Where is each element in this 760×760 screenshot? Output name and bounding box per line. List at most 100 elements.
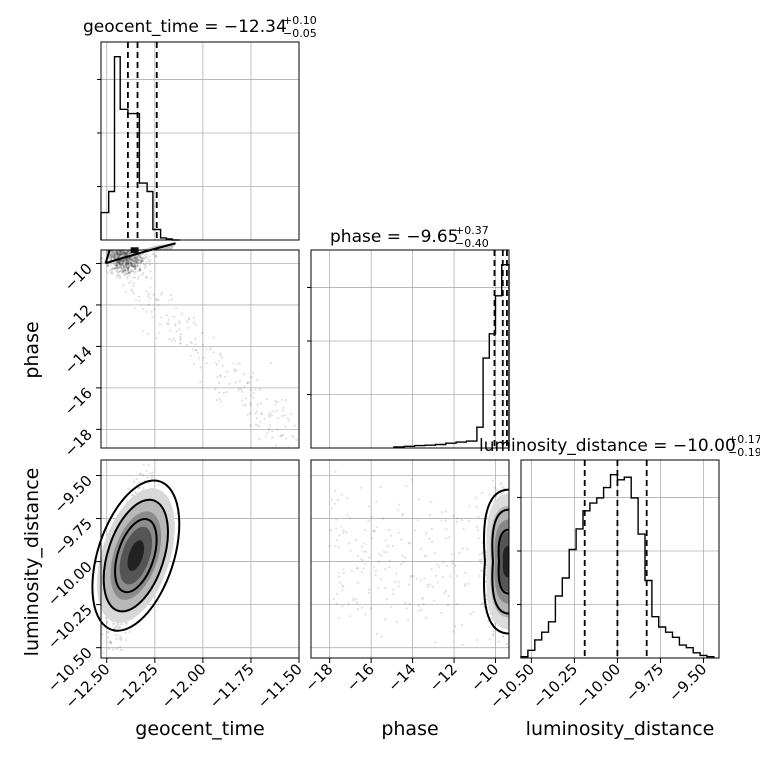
scatter-point — [113, 253, 116, 256]
title-luminosity-distance-minus: −0.19 — [728, 446, 760, 459]
scatter-point — [128, 259, 131, 262]
scatter-point — [456, 520, 459, 523]
scatter-point — [432, 599, 435, 603]
scatter-point — [282, 433, 285, 436]
scatter-point — [431, 585, 434, 589]
scatter-point — [119, 252, 122, 255]
scatter-point — [461, 623, 464, 627]
scatter-point — [335, 518, 338, 521]
scatter-point — [356, 566, 359, 570]
scatter-point — [131, 264, 134, 267]
scatter-point — [385, 598, 388, 601]
scatter-point — [356, 608, 359, 611]
title-geocent-time-minus: −0.05 — [283, 27, 317, 40]
scatter-point — [135, 491, 138, 494]
scatter-point — [125, 639, 128, 642]
scatter-point — [331, 498, 334, 502]
scatter-point — [151, 316, 154, 319]
scatter-point — [481, 541, 484, 544]
scatter-point — [130, 265, 133, 268]
scatter-point — [115, 264, 118, 267]
scatter-point — [128, 631, 131, 634]
scatter-point — [137, 254, 140, 257]
scatter-point — [380, 635, 383, 638]
scatter-point — [111, 272, 114, 275]
scatter-point — [449, 575, 452, 578]
scatter-point — [384, 618, 387, 621]
scatter-point — [364, 562, 367, 565]
scatter-point — [140, 260, 143, 263]
scatter-point — [456, 517, 459, 520]
scatter-point — [121, 263, 124, 266]
scatter-point — [495, 495, 498, 498]
scatter-point — [481, 601, 484, 605]
scatter-point — [124, 269, 127, 272]
scatter-point — [116, 273, 119, 276]
scatter-point — [120, 268, 123, 271]
scatter-point — [130, 263, 134, 266]
scatter-point — [158, 332, 161, 335]
scatter-point — [250, 394, 253, 397]
scatter-point — [454, 625, 457, 628]
scatter-point — [430, 527, 433, 531]
scatter-point — [134, 491, 137, 494]
scatter-point — [130, 257, 133, 260]
scatter-point — [132, 276, 135, 279]
scatter-point — [120, 265, 123, 268]
scatter-point — [476, 638, 479, 641]
title-phase: phase = −9.65 +0.37 −0.40 — [330, 224, 489, 250]
scatter-point — [123, 251, 126, 254]
scatter-point — [466, 547, 469, 550]
scatter-point — [121, 271, 124, 274]
scatter-point — [111, 622, 115, 626]
scatter-point — [279, 434, 282, 437]
scatter-point — [201, 331, 204, 334]
scatter-point — [123, 253, 126, 256]
scatter-point — [101, 257, 104, 260]
scatter-point — [397, 531, 400, 534]
scatter-point — [109, 640, 112, 643]
scatter-point — [402, 561, 405, 564]
scatter-point — [126, 259, 129, 262]
scatter-point — [393, 580, 396, 583]
scatter-point — [120, 259, 123, 262]
scatter-point — [113, 267, 116, 270]
scatter-point — [478, 574, 481, 578]
scatter-point — [454, 564, 457, 567]
scatter-point — [137, 275, 140, 278]
scatter-point — [441, 576, 444, 579]
scatter-point — [194, 337, 197, 341]
scatter-point — [110, 256, 114, 259]
scatter-point — [148, 260, 151, 263]
scatter-point — [114, 267, 117, 270]
scatter-point — [138, 299, 141, 302]
scatter-point — [119, 252, 122, 255]
scatter-point — [115, 624, 118, 627]
scatter-point — [488, 625, 491, 629]
scatter-point — [397, 585, 400, 588]
scatter-point — [125, 622, 128, 625]
scatter-point — [113, 266, 116, 269]
scatter-point — [180, 333, 183, 336]
scatter-point — [384, 586, 387, 590]
scatter-point — [196, 351, 200, 354]
scatter-point — [219, 374, 222, 377]
scatter-point — [340, 493, 343, 496]
scatter-point — [248, 401, 252, 404]
scatter-point — [190, 342, 193, 345]
scatter-point — [467, 582, 470, 586]
scatter-point — [121, 262, 124, 265]
scatter-point — [123, 253, 126, 256]
scatter-point — [128, 253, 131, 256]
scatter-point — [232, 362, 235, 365]
scatter-point — [134, 257, 137, 260]
scatter-point — [370, 607, 373, 610]
scatter-point — [133, 260, 136, 263]
tick-label-x-phase: −18 — [301, 660, 336, 695]
scatter-point — [476, 529, 480, 532]
scatter-point — [147, 464, 150, 467]
scatter-point — [115, 270, 118, 273]
scatter-point — [421, 596, 424, 600]
scatter-point — [133, 256, 136, 259]
scatter-point — [113, 252, 116, 255]
